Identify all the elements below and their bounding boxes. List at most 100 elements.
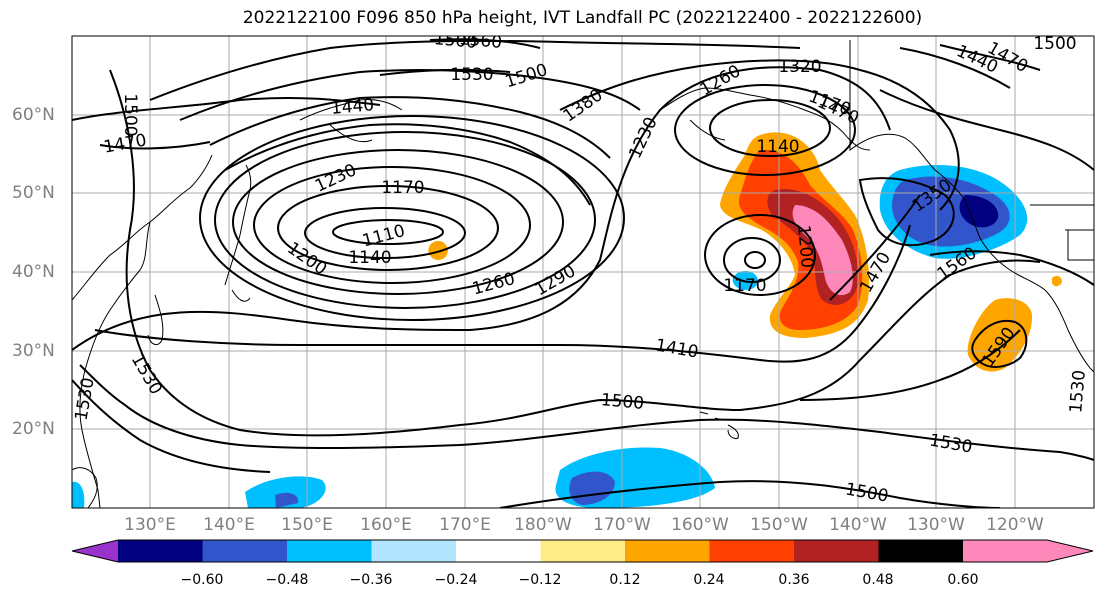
negative-anomaly-canada-inner	[892, 176, 1010, 247]
contour-1140	[304, 207, 466, 259]
lat-label-40n: 40°N	[12, 262, 55, 282]
coastline-asia	[72, 154, 213, 508]
lat-label-50n: 50°N	[12, 183, 55, 203]
contour-1320	[72, 66, 891, 351]
colorbar-tick-label: −0.12	[518, 572, 562, 588]
contour-1350	[858, 177, 955, 247]
contour-north-1	[149, 39, 801, 101]
colorbar	[71, 539, 1094, 563]
lat-label-30n: 30°N	[12, 341, 55, 361]
map-plot-area: 1560 1530 1500 1440 1470 1500 1530 1440 …	[72, 29, 1094, 508]
colorbar-tick-label: 0.24	[693, 572, 725, 588]
contour-1410	[94, 224, 911, 363]
negative-anomaly-corner	[72, 481, 85, 508]
contour-north-4	[224, 123, 591, 206]
contour-low-east-1	[744, 251, 766, 269]
lon-label: 120°W	[986, 515, 1044, 535]
negative-anomaly-west-inner	[275, 492, 299, 508]
contour-1590	[971, 320, 1028, 368]
lon-label: 150°E	[281, 515, 333, 535]
contour-label: 1500	[433, 29, 478, 53]
ivt-shading	[72, 132, 1062, 508]
contour-label: 1170	[381, 178, 424, 198]
coastline-japan	[224, 164, 252, 302]
colorbar-tick-label: −0.24	[434, 572, 478, 588]
contour-label: 1530	[450, 65, 493, 85]
colorbar-tick-label: −0.48	[265, 572, 309, 588]
negative-anomaly-west-outer	[245, 476, 326, 508]
contour-southwest	[72, 379, 271, 473]
contour-label: 1140	[756, 137, 799, 157]
lon-label: 130°W	[907, 515, 965, 535]
colorbar-tick-label: 0.48	[862, 572, 894, 588]
map-frame	[71, 35, 1095, 509]
contour-1230	[232, 149, 564, 295]
coastline-kamchatka	[299, 99, 403, 143]
contour-label: 1500	[120, 93, 140, 136]
contour-1110	[332, 219, 444, 245]
border-us-canada	[1030, 204, 1094, 261]
coastlines	[72, 40, 1094, 508]
coastline-ph-islands	[72, 467, 98, 508]
colorbar-tick-label: 0.12	[609, 572, 641, 588]
contour-label: 1530	[1066, 369, 1090, 414]
lon-label: 140°W	[829, 515, 887, 535]
contour-east-1	[859, 69, 960, 211]
contour-aleutian-1	[709, 99, 831, 157]
contour-1380	[559, 59, 861, 111]
contour-label: 1560	[458, 29, 503, 53]
lon-label: 150°W	[750, 515, 808, 535]
coastline-korea	[147, 294, 164, 346]
contour-east-2	[879, 89, 1094, 171]
colorbar-segment-extend-low	[72, 540, 118, 562]
contour-aleutian-2	[674, 84, 856, 176]
colorbar-segment-extend-high	[963, 540, 1093, 562]
lon-label: 130°E	[124, 515, 176, 535]
contour-1170	[277, 185, 499, 271]
lon-label: 180°W	[514, 515, 572, 535]
contour-1470	[99, 44, 1041, 301]
contour-1500-south	[499, 480, 1001, 508]
contour-north-3	[209, 96, 611, 159]
contour-label: 1440	[330, 95, 375, 119]
colorbar-outline	[71, 539, 1094, 563]
colorbar-segment	[287, 540, 372, 562]
lon-label: 170°W	[593, 515, 651, 535]
lat-label-20n: 20°N	[12, 419, 55, 439]
contour-label: 1320	[778, 57, 821, 77]
colorbar-segment	[540, 540, 625, 562]
contour-low-east-2	[723, 237, 781, 283]
colorbar-tick-label: −0.60	[180, 572, 224, 588]
lat-label-60n: 60°N	[12, 105, 55, 125]
colorbar-segment	[878, 540, 963, 562]
positive-anomaly-core	[792, 205, 853, 296]
colorbar-segment	[456, 540, 541, 562]
colorbar-segment	[625, 540, 710, 562]
contour-label: 1170	[723, 276, 766, 296]
positive-anomaly-small	[428, 240, 448, 260]
contour-1200	[253, 166, 531, 284]
contour-1560	[929, 250, 1094, 286]
colorbar-tick-label: 0.36	[778, 572, 810, 588]
colorbar-segment	[709, 540, 794, 562]
negative-anomaly-canada-core	[959, 195, 999, 228]
height-contours	[72, 38, 1094, 508]
positive-anomaly-baja	[967, 298, 1033, 372]
colorbar-segment	[202, 540, 287, 562]
contour-1260	[214, 131, 596, 309]
contour-north-2	[179, 69, 641, 121]
lon-label: 160°E	[360, 515, 412, 535]
contour-southeast	[799, 329, 1021, 401]
map-title: 2022122100 F096 850 hPa height, IVT Land…	[242, 8, 923, 28]
contour-label: 1140	[348, 248, 391, 268]
contour-1290	[199, 115, 625, 321]
colorbar-segment	[794, 540, 879, 562]
colorbar-tick-label: −0.36	[349, 572, 393, 588]
contour-label: 1500	[600, 390, 645, 414]
colorbar-segment	[118, 540, 203, 562]
positive-anomaly-coast	[1052, 275, 1062, 287]
colorbar-tick-label: 0.60	[947, 572, 979, 588]
lon-label: 140°E	[203, 515, 255, 535]
contour-low-east-3	[704, 214, 816, 296]
